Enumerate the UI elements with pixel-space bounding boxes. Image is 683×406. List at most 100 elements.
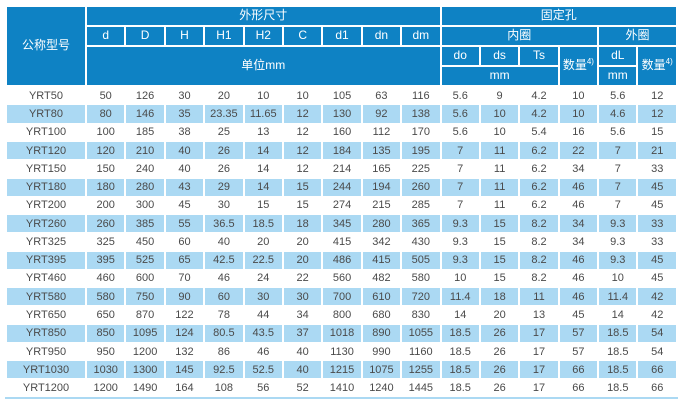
table-row: YRT80 80 146 35 23.35 11.65 12 130 92 138 5.6 10 4.2…	[5, 104, 678, 124]
cell-H2: 20	[242, 232, 284, 252]
header-col-H1: H1	[203, 25, 245, 47]
cell-dL: 7	[597, 140, 639, 161]
cell-do: 7	[439, 140, 481, 161]
cell-model: YRT650	[5, 305, 87, 325]
cell-C: 12	[281, 140, 324, 161]
table-row: YRT950 950 1200 132 86 46 40 1130 990 1160 18.5 26 1…	[5, 341, 678, 362]
cell-H: 124	[163, 323, 206, 343]
cell-d1: 486	[321, 250, 363, 270]
cell-ds: 11	[478, 195, 521, 216]
cell-D: 1300	[124, 360, 166, 380]
cell-dL: 4.6	[597, 104, 639, 124]
cell-C: 34	[281, 305, 324, 325]
header-col-H2: H2	[242, 25, 284, 47]
cell-d1: 1215	[321, 360, 363, 380]
cell-H1: 80.5	[203, 323, 245, 343]
cell-C: 12	[281, 122, 324, 143]
cell-qty-inner: 57	[557, 323, 600, 343]
cell-qty-outer: 45	[636, 177, 678, 197]
cell-d: 395	[84, 250, 127, 270]
cell-qty-inner: 16	[557, 122, 600, 143]
cell-model: YRT120	[5, 140, 87, 161]
cell-dn: 63	[360, 85, 403, 106]
header-row: 单位mm do ds Ts 数量4) dL 数量4)	[6, 45, 678, 87]
cell-dm: 720	[400, 287, 442, 307]
header-col-ds: ds	[478, 45, 521, 67]
cell-H: 60	[163, 232, 206, 252]
header-col-dL: dL	[597, 45, 639, 67]
cell-do: 7	[439, 195, 481, 216]
cell-H1: 20	[203, 85, 245, 106]
cell-D: 1095	[124, 323, 166, 343]
cell-H1: 46	[203, 268, 245, 289]
cell-D: 750	[124, 287, 166, 307]
cell-H2: 22.5	[242, 250, 284, 270]
cell-d: 150	[84, 159, 127, 179]
header-col-Ts: Ts	[518, 45, 560, 67]
cell-dm: 430	[400, 232, 442, 252]
cell-do: 18.5	[439, 378, 481, 400]
cell-do: 18.5	[439, 323, 481, 343]
cell-model: YRT1200	[5, 378, 87, 400]
cell-do: 7	[439, 177, 481, 197]
cell-d: 180	[84, 177, 127, 197]
cell-H1: 25	[203, 122, 245, 143]
header-row: mm mm	[6, 65, 677, 87]
cell-dL: 18.5	[597, 378, 639, 400]
cell-d: 260	[84, 214, 127, 234]
cell-qty-inner: 45	[557, 305, 600, 325]
cell-d: 1030	[84, 360, 127, 380]
cell-d: 460	[84, 268, 127, 289]
header-inner-unit: mm	[439, 65, 560, 87]
header-row: 公称型号 外形尺寸 固定孔	[5, 5, 679, 87]
cell-d: 80	[84, 104, 127, 124]
cell-ds: 10	[478, 104, 521, 124]
cell-model: YRT150	[5, 159, 87, 179]
header-outer-unit: mm	[597, 65, 639, 87]
cell-qty-outer: 21	[636, 140, 678, 161]
cell-C: 15	[281, 177, 324, 197]
cell-dm: 195	[400, 140, 442, 161]
cell-dL: 7	[597, 177, 639, 197]
cell-Ts: 17	[518, 360, 560, 380]
cell-dn: 280	[360, 214, 403, 234]
cell-C: 15	[281, 195, 324, 216]
cell-qty-inner: 46	[557, 195, 600, 216]
cell-qty-inner: 10	[557, 104, 600, 124]
cell-model: YRT80	[5, 104, 87, 124]
cell-d: 100	[84, 122, 127, 143]
cell-ds: 26	[478, 341, 521, 362]
cell-qty-outer: 66	[636, 360, 678, 380]
table-row: YRT325 325 450 60 40 20 20 415 342 430 9.3 15 8.2 34 9…	[5, 232, 678, 252]
cell-d: 1200	[84, 378, 127, 400]
cell-dm: 138	[400, 104, 442, 124]
cell-do: 5.6	[439, 122, 481, 143]
cell-dn: 194	[360, 177, 403, 197]
header-outer-group: 外圈	[597, 25, 678, 47]
cell-d1: 800	[321, 305, 363, 325]
cell-dm: 1055	[400, 323, 442, 343]
cell-C: 12	[281, 159, 324, 179]
cell-D: 146	[124, 104, 166, 124]
cell-model: YRT200	[5, 195, 87, 216]
cell-dm: 365	[400, 214, 442, 234]
cell-qty-outer: 33	[636, 214, 678, 234]
cell-H: 145	[163, 360, 206, 380]
cell-H: 43	[163, 177, 206, 197]
cell-qty-inner: 34	[557, 232, 600, 252]
cell-d: 120	[84, 140, 127, 161]
cell-model: YRT325	[5, 232, 87, 252]
cell-Ts: 6.2	[518, 140, 560, 161]
header-col-d1: d1	[321, 25, 363, 47]
cell-H: 55	[163, 214, 206, 234]
cell-D: 1200	[124, 341, 166, 362]
cell-H1: 92.5	[203, 360, 245, 380]
table-row: YRT150 150 240 40 26 14 12 214 165 225 7 11 6.2 34 7 33	[5, 159, 678, 179]
table-body: YRT50 50 126 30 20 10 10 105 63 116 5.6 9 4.2 10 5.6 12…	[5, 85, 678, 400]
cell-dn: 610	[360, 287, 403, 307]
cell-d1: 160	[321, 122, 363, 143]
cell-D: 600	[124, 268, 166, 289]
cell-H: 132	[163, 341, 206, 362]
